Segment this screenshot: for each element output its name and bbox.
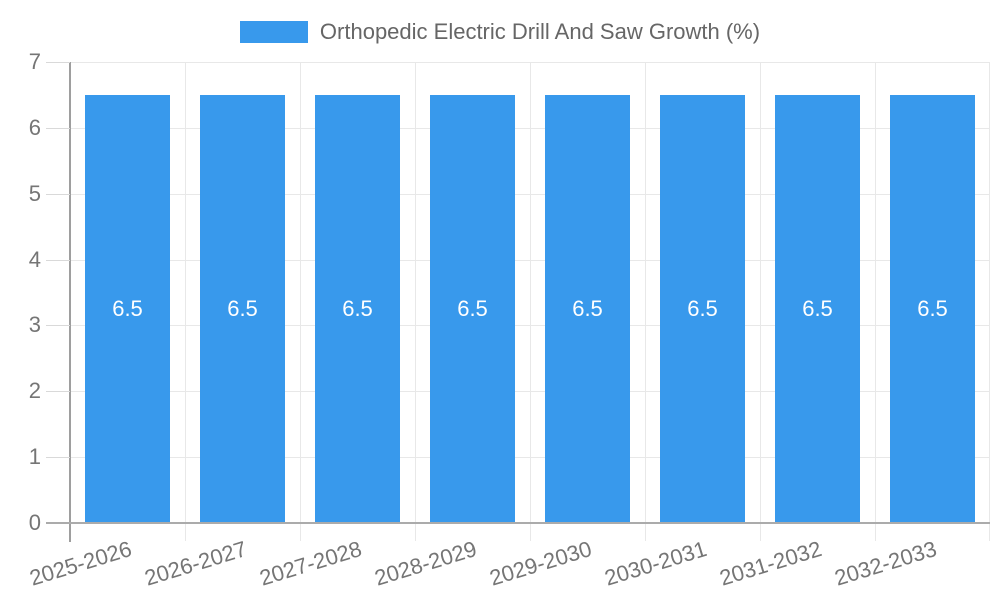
bar-2028-2029[interactable]: 6.5 xyxy=(430,94,515,523)
chart-legend[interactable]: Orthopedic Electric Drill And Saw Growth… xyxy=(0,19,1000,45)
x-axis-label: 2027-2028 xyxy=(256,536,365,591)
bar-value-label: 6.5 xyxy=(112,295,143,321)
plot-area: 6.5 6.5 6.5 6.5 6.5 6.5 6.5 6.5 xyxy=(70,62,990,541)
y-axis-label: 2 xyxy=(28,378,41,403)
y-axis-label: 3 xyxy=(28,312,41,337)
gridline xyxy=(185,62,186,541)
y-axis-label: 4 xyxy=(28,247,41,272)
x-axis-label: 2026-2027 xyxy=(141,536,250,591)
x-axis-label: 2031-2032 xyxy=(716,536,825,591)
gridline xyxy=(530,62,531,541)
x-axis-label: 2028-2029 xyxy=(371,536,480,591)
gridline xyxy=(645,62,646,541)
x-axis-label: 2029-2030 xyxy=(486,536,595,591)
y-tick xyxy=(46,391,70,392)
bar-value-label: 6.5 xyxy=(687,295,718,321)
y-tick xyxy=(46,457,70,458)
legend-swatch xyxy=(239,21,308,43)
bar-value-label: 6.5 xyxy=(572,295,603,321)
gridline xyxy=(300,62,301,541)
y-tick xyxy=(46,62,70,63)
bar-2029-2030[interactable]: 6.5 xyxy=(545,94,630,523)
gridline xyxy=(989,62,990,541)
bar-value-label: 6.5 xyxy=(342,295,373,321)
y-tick xyxy=(46,260,70,261)
bar-value-label: 6.5 xyxy=(802,295,833,321)
bar-value-label: 6.5 xyxy=(917,295,948,321)
y-axis-label: 5 xyxy=(28,181,41,206)
bar-value-label: 6.5 xyxy=(457,295,488,321)
legend-label: Orthopedic Electric Drill And Saw Growth… xyxy=(319,19,761,44)
bar-2030-2031[interactable]: 6.5 xyxy=(660,94,745,523)
bar-2025-2026[interactable]: 6.5 xyxy=(85,94,170,523)
bar-2027-2028[interactable]: 6.5 xyxy=(315,94,400,523)
gridline xyxy=(760,62,761,541)
x-axis-line xyxy=(46,522,990,524)
y-axis-label: 7 xyxy=(28,49,41,74)
gridline xyxy=(415,62,416,541)
y-tick xyxy=(46,128,70,129)
y-axis-label: 1 xyxy=(28,444,41,469)
bar-2032-2033[interactable]: 6.5 xyxy=(890,94,975,523)
y-axis-label: 6 xyxy=(28,115,41,140)
x-axis-label: 2025-2026 xyxy=(26,536,135,591)
y-tick xyxy=(46,194,70,195)
bars-group: 6.5 6.5 6.5 6.5 6.5 6.5 6.5 6.5 xyxy=(70,62,990,523)
y-tick xyxy=(46,325,70,326)
bar-value-label: 6.5 xyxy=(227,295,258,321)
x-axis-label: 2030-2031 xyxy=(601,536,710,591)
bar-2031-2032[interactable]: 6.5 xyxy=(775,94,860,523)
y-axis-line xyxy=(69,62,71,542)
x-axis-label: 2032-2033 xyxy=(831,536,940,591)
bar-2026-2027[interactable]: 6.5 xyxy=(200,94,285,523)
y-axis-label: 0 xyxy=(28,510,41,535)
gridline xyxy=(875,62,876,541)
